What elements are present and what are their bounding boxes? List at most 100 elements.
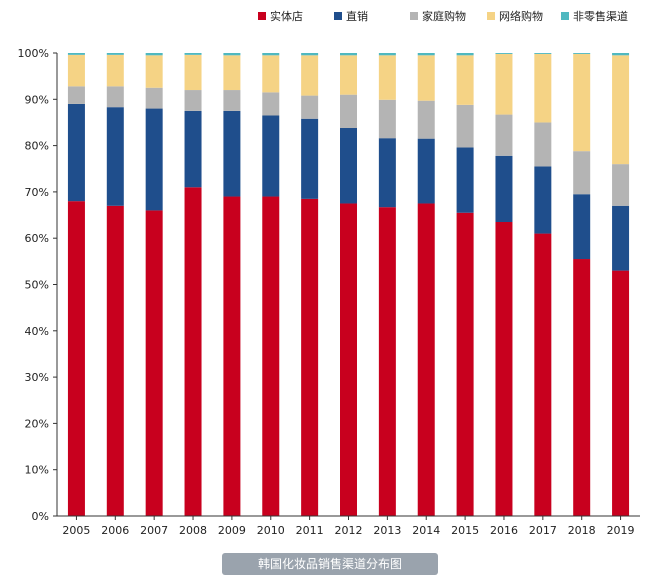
bar-segment-series-3 [223,55,241,91]
bar-segment-series-1 [223,110,241,197]
bar-segment-series-3 [145,55,163,88]
bar-segment-series-2 [573,151,591,195]
x-axis: 2005 2006 2007 2008 2009 2010 2011 2012 2013 2014… [57,515,640,537]
bar-stack-2018 [573,53,591,516]
bar-stack-2008 [184,53,202,516]
y-tick-label: 40% [25,325,49,338]
x-tick-label: 2015 [451,524,479,537]
bar-stack-2016 [495,53,513,516]
legend-swatch [487,12,495,20]
bar-segment-series-0 [67,201,85,516]
legend-swatch [561,12,569,20]
legend-item-series-0: 实体店 [258,9,303,23]
y-tick-label: 100% [18,47,49,60]
bar-segment-series-0 [301,198,319,516]
x-tick-label: 2016 [490,524,518,537]
bar-segment-series-2 [456,104,474,148]
bar-segment-series-1 [456,147,474,213]
bar-segment-series-2 [262,92,280,116]
legend-swatch [258,12,266,20]
bar-segment-series-4 [378,53,396,56]
legend-label: 家庭购物 [422,9,466,23]
bar-segment-series-3 [184,54,202,91]
bar-segment-series-0 [456,212,474,517]
bar-segment-series-1 [145,108,163,211]
bar-segment-series-4 [184,53,202,55]
y-tick-label: 90% [25,93,49,106]
legend-label: 网络购物 [499,9,543,23]
bar-stack-2010 [262,53,280,516]
x-tick-label: 2008 [179,524,207,537]
bar-segment-series-0 [378,207,396,516]
bar-segment-series-2 [184,90,202,111]
bar-segment-series-3 [262,55,280,93]
bar-segment-series-0 [612,270,630,516]
bar-segment-series-2 [301,95,319,119]
bar-stack-2015 [456,53,474,517]
bar-segment-series-1 [417,138,435,204]
x-tick-label: 2012 [335,524,363,537]
x-tick-label: 2005 [62,524,90,537]
bar-segment-series-1 [262,115,280,197]
y-tick-label: 20% [25,417,49,430]
bar-segment-series-4 [223,53,241,56]
legend-label: 直销 [346,9,368,23]
x-tick-label: 2018 [568,524,596,537]
bar-segment-series-2 [612,164,630,206]
bar-segment-series-0 [145,210,163,517]
legend-item-series-1: 直销 [334,9,368,23]
bar-segment-series-3 [573,53,591,152]
bar-segment-series-2 [417,100,435,139]
bar-segment-series-4 [340,53,357,56]
bar-segment-series-1 [106,107,124,206]
bar-segment-series-4 [612,53,630,56]
bar-segment-series-3 [106,54,124,87]
y-tick-label: 10% [25,464,49,477]
legend-swatch [410,12,418,20]
legend-item-series-4: 非零售渠道 [561,9,628,23]
bar-segment-series-4 [573,53,591,54]
legend-item-series-2: 家庭购物 [410,9,466,23]
bar-segment-series-2 [67,86,85,104]
bar-stack-2009 [223,53,241,516]
bar-segment-series-2 [495,114,513,156]
bar-segment-series-4 [495,53,513,54]
bar-stack-2012 [340,53,357,516]
bar-stack-2017 [534,53,552,516]
legend-swatch [334,12,342,20]
bar-stack-2013 [378,53,396,516]
bar-segment-series-0 [340,203,357,516]
bar-segment-series-2 [223,90,241,111]
x-tick-label: 2009 [218,524,246,537]
y-tick-label: 80% [25,140,49,153]
y-axis: 0% 10% 20% 30% 40% 50% 60% 70% 80% 90% 100% [18,47,58,523]
bar-segment-series-2 [534,122,552,167]
y-tick-label: 50% [25,279,49,292]
bar-segment-series-2 [106,86,124,108]
bar-segment-series-1 [378,138,396,208]
bar-stack-2005 [67,53,85,516]
bar-stack-2014 [417,53,435,516]
bar-segment-series-4 [67,53,85,55]
bar-segment-series-1 [612,205,630,271]
x-tick-label: 2010 [257,524,285,537]
bar-segment-series-0 [262,196,280,516]
y-tick-label: 0% [32,510,49,523]
bar-segment-series-0 [534,233,552,516]
bar-stack-2019 [612,53,630,516]
chart-caption: 韩国化妆品销售渠道分布图 [222,553,438,575]
x-tick-label: 2019 [607,524,635,537]
bar-segment-series-1 [301,118,319,199]
legend-label: 实体店 [270,9,303,23]
legend-label: 非零售渠道 [573,9,628,23]
bar-segment-series-4 [262,53,280,56]
bar-segment-series-0 [417,203,435,516]
bar-segment-series-0 [106,205,124,517]
bar-segment-series-1 [67,103,85,202]
legend-item-series-3: 网络购物 [487,9,543,23]
x-tick-label: 2014 [412,524,440,537]
bar-segment-series-1 [340,128,357,204]
bar-segment-series-0 [184,187,202,516]
y-tick-label: 30% [25,371,49,384]
